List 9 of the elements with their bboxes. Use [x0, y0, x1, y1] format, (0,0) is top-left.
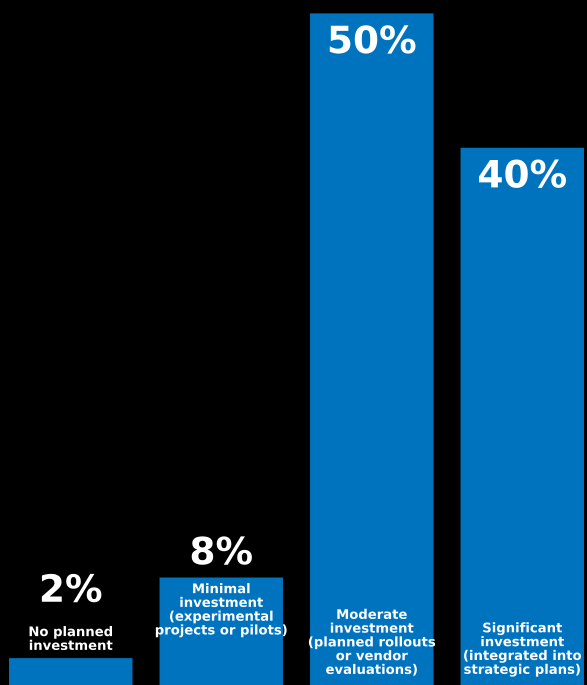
data-label: 50%	[330, 25, 416, 54]
data-label: 40%	[479, 160, 566, 188]
x-tick-label: Significant investment (integrated into strategic plans)	[464, 622, 582, 677]
bar	[9, 658, 132, 685]
data-label: 8%	[192, 536, 252, 565]
data-label: 2%	[42, 574, 102, 602]
x-tick-label: No planned investment	[30, 626, 112, 650]
bar	[460, 148, 584, 685]
bar	[310, 13, 434, 685]
